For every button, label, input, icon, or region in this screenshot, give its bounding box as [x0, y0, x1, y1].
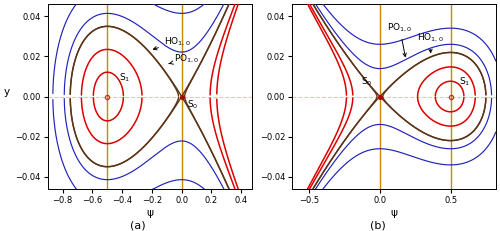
Text: S$_0$: S$_0$	[362, 76, 373, 88]
Y-axis label: y: y	[4, 87, 10, 97]
Text: PO$_{1,0}$: PO$_{1,0}$	[169, 53, 200, 65]
X-axis label: ψ: ψ	[390, 208, 398, 218]
Text: HO$_{1,0}$: HO$_{1,0}$	[416, 32, 444, 52]
Text: HO$_{1,0}$: HO$_{1,0}$	[154, 36, 190, 50]
X-axis label: ψ: ψ	[146, 208, 153, 218]
Text: (b): (b)	[370, 221, 386, 231]
Text: S$_0$: S$_0$	[187, 98, 198, 111]
Text: S$_1$: S$_1$	[119, 72, 130, 85]
Text: S$_1$: S$_1$	[459, 76, 470, 88]
Text: PO$_{1,0}$: PO$_{1,0}$	[387, 22, 412, 57]
Text: (a): (a)	[130, 221, 146, 231]
